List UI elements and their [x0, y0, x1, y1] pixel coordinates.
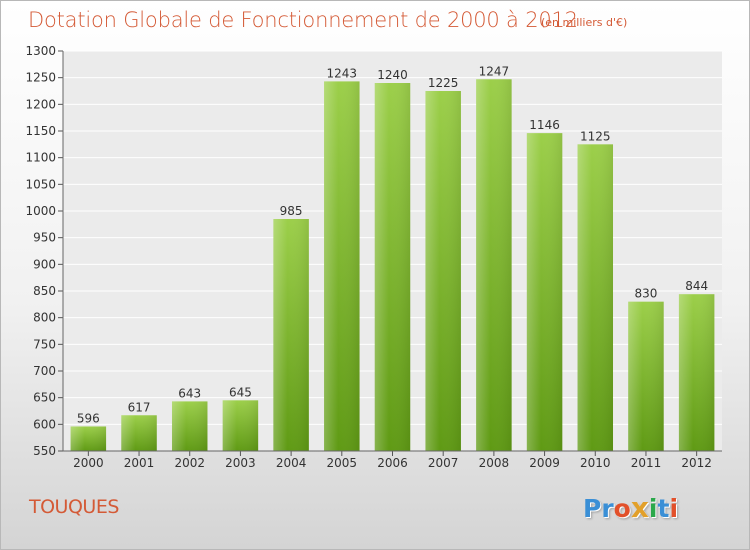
bar-shade: [171, 401, 208, 451]
bar-shade: [628, 301, 664, 451]
chart-subtitle: (en milliers d'€): [541, 16, 628, 29]
proxiti-logo: Proxiti: [583, 491, 693, 524]
x-tick-label: 2000: [73, 456, 104, 470]
y-tick-label: 1050: [25, 177, 56, 191]
bar-shade: [70, 426, 107, 451]
logo-letter: P: [583, 494, 602, 523]
y-tick-label: 850: [33, 284, 56, 298]
data-label: 1225: [428, 76, 459, 90]
bar-shade: [222, 400, 259, 451]
data-label: 1247: [479, 64, 510, 78]
data-label: 1243: [327, 66, 358, 80]
x-tick-label: 2008: [479, 456, 510, 470]
bar-shade: [476, 79, 512, 452]
x-tick-label: 2003: [225, 456, 256, 470]
y-tick-label: 750: [33, 337, 56, 351]
bar-shade: [678, 294, 715, 451]
data-label: 617: [128, 400, 151, 414]
data-label: 1240: [377, 68, 408, 82]
y-tick-label: 550: [33, 444, 56, 458]
data-label: 830: [635, 287, 658, 301]
bar-shade: [374, 83, 411, 451]
data-label: 844: [685, 279, 708, 293]
logo-letter: i: [669, 494, 679, 523]
bar-shade: [425, 91, 461, 451]
logo-letter: x: [630, 491, 649, 524]
axes: 550 600 650 700 750 800 850 900 950 1000 1050 1100 1…: [25, 44, 722, 470]
y-tick-label: 1000: [25, 204, 56, 218]
y-tick-label: 1300: [25, 44, 56, 58]
x-tick-label: 2010: [580, 456, 611, 470]
data-label: 985: [280, 204, 303, 218]
logo-letter: i: [648, 494, 658, 523]
x-tick-label: 2001: [124, 456, 155, 470]
x-tick-label: 2005: [327, 456, 358, 470]
logo-letter: t: [657, 494, 670, 523]
y-tick-label: 600: [33, 417, 56, 431]
chart-title: Dotation Globale de Fonctionnement de 20…: [28, 8, 578, 32]
bars: 596 617 643 645 985 1243 1240 1225 1247 1146 1125 8…: [70, 64, 715, 452]
x-tick-label: 2012: [681, 456, 712, 470]
bar-shade: [526, 133, 563, 451]
x-tick-label: 2006: [377, 456, 408, 470]
x-tick-label: 2007: [428, 456, 459, 470]
y-tick-label: 1150: [25, 124, 56, 138]
x-tick-label: 2004: [276, 456, 307, 470]
logo-letter: o: [613, 494, 631, 523]
x-tick-label: 2011: [631, 456, 662, 470]
y-tick-label: 1250: [25, 71, 56, 85]
commune-name: TOUQUES: [29, 496, 119, 518]
data-label: 596: [77, 411, 100, 425]
y-tick-label: 950: [33, 231, 56, 245]
x-tick-label: 2009: [529, 456, 560, 470]
bar-shade: [121, 415, 157, 451]
bar-shade: [577, 144, 614, 452]
data-label: 645: [229, 385, 252, 399]
y-tick-label: 700: [33, 364, 56, 378]
data-label: 1125: [580, 129, 611, 143]
bar-shade: [273, 219, 309, 451]
logo-letter: r: [601, 494, 614, 523]
y-tick-label: 1200: [25, 97, 56, 111]
x-tick-label: 2002: [174, 456, 205, 470]
y-tick-label: 800: [33, 311, 56, 325]
data-label: 643: [178, 386, 201, 400]
y-tick-label: 900: [33, 257, 56, 271]
y-tick-label: 1100: [25, 151, 56, 165]
bar-shade: [324, 81, 360, 452]
data-label: 1146: [529, 118, 560, 132]
y-tick-label: 650: [33, 391, 56, 405]
